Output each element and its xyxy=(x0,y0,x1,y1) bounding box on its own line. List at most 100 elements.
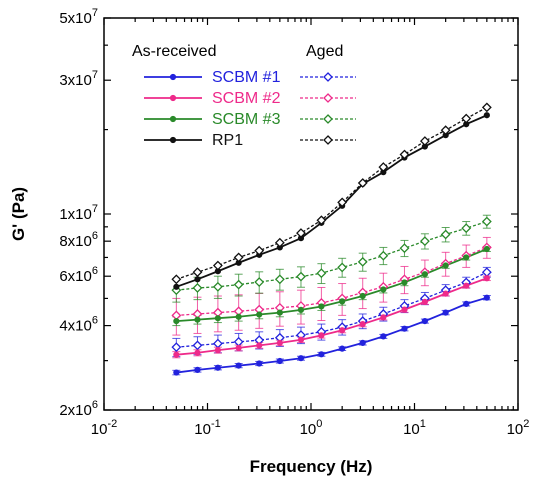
point-scbm-3-as-received xyxy=(214,315,221,322)
x-tick-label: 100 xyxy=(300,418,323,438)
y-tick-label: 6x106 xyxy=(59,265,98,285)
point-scbm-3-aged xyxy=(357,256,368,267)
x-tick-label: 10-1 xyxy=(194,418,220,438)
series-line-scbm-2-as-received xyxy=(176,277,488,356)
y-tick-label: 3x107 xyxy=(59,69,98,89)
point-scbm-2-as-received xyxy=(235,344,242,352)
point-rp1-aged xyxy=(192,267,203,278)
point-scbm-3-as-received xyxy=(256,311,263,318)
point-scbm-1-aged xyxy=(171,342,182,353)
point-scbm-2-as-received xyxy=(442,290,449,297)
point-scbm-3-as-received xyxy=(380,286,387,293)
legend-marker-rp1-as-received xyxy=(169,136,177,144)
point-scbm-3-aged xyxy=(337,262,348,273)
point-scbm-2-as-received xyxy=(401,306,408,313)
point-rp1-aged xyxy=(296,228,306,238)
point-scbm-3-as-received xyxy=(463,254,470,261)
point-scbm-3-as-received xyxy=(276,309,283,316)
point-rp1-as-received xyxy=(483,112,490,119)
legend-rows: SCBM #1 SCBM #2 SCBM #3 RP1 xyxy=(144,69,356,149)
point-scbm-1-as-received xyxy=(194,366,201,373)
point-scbm-3-aged xyxy=(233,279,244,290)
series-line-rp1-as-received xyxy=(176,114,488,288)
point-scbm-3-aged xyxy=(399,243,410,254)
point-scbm-3-as-received xyxy=(173,318,180,325)
legend-marker-scbm-3-as-received xyxy=(169,115,177,123)
legend-label-rp1: RP1 xyxy=(212,132,243,149)
legend-marker-scbm-2-as-received xyxy=(169,94,177,102)
x-tick-label: 10-2 xyxy=(91,418,117,438)
series-line-scbm-1-aged xyxy=(176,271,488,348)
series-line-scbm-3-aged xyxy=(176,220,488,291)
point-scbm-2-as-received xyxy=(194,349,201,356)
y-tick-label: 4x106 xyxy=(59,315,98,335)
y-tick-label: 5x107 xyxy=(59,7,98,27)
point-scbm-3-aged xyxy=(212,281,223,292)
point-scbm-1-as-received xyxy=(256,360,263,367)
series-line-scbm-2-aged xyxy=(176,246,488,317)
point-scbm-1-as-received xyxy=(214,364,221,371)
point-scbm-3-aged xyxy=(461,223,472,234)
legend-label-scbm-3: SCBM #3 xyxy=(212,111,281,128)
point-rp1-aged xyxy=(461,113,472,124)
point-scbm-1-as-received xyxy=(173,369,180,376)
point-scbm-2-as-received xyxy=(214,347,221,354)
point-scbm-3-aged xyxy=(378,250,389,261)
legend-marker-scbm-3-aged xyxy=(323,114,333,124)
point-scbm-1-as-received xyxy=(401,325,408,332)
point-scbm-3-aged xyxy=(192,282,203,293)
legend: As-received Aged SCBM #1 SCBM #2 SCBM #3 RP… xyxy=(132,43,356,149)
y-axis-title: G' (Pa) xyxy=(9,187,28,241)
point-scbm-3-aged xyxy=(440,229,451,240)
point-scbm-2-as-received xyxy=(483,275,490,282)
point-scbm-2-as-received xyxy=(297,336,305,343)
point-scbm-2-as-received xyxy=(339,327,346,334)
point-scbm-3-as-received xyxy=(401,279,408,286)
point-scbm-2-as-received xyxy=(318,332,325,339)
point-scbm-2-as-received xyxy=(421,298,428,305)
point-scbm-3-as-received xyxy=(235,313,242,320)
point-rp1-as-received xyxy=(194,276,201,283)
x-tick-labels: 10-2 10-1 100 101 102 xyxy=(91,418,530,438)
point-scbm-3-aged xyxy=(274,274,285,285)
point-scbm-1-as-received xyxy=(359,339,366,346)
legend-marker-scbm-2-aged xyxy=(323,93,333,103)
point-scbm-1-as-received xyxy=(276,357,283,365)
x-tick-label: 101 xyxy=(403,418,426,438)
legend-label-scbm-2: SCBM #2 xyxy=(212,90,281,107)
series-line-rp1-aged xyxy=(176,106,488,280)
point-scbm-1-as-received xyxy=(339,345,346,352)
point-scbm-2-as-received xyxy=(463,282,470,289)
legend-label-scbm-1: SCBM #1 xyxy=(212,69,281,86)
point-rp1-as-received xyxy=(173,283,180,290)
point-scbm-3-as-received xyxy=(483,245,490,253)
point-scbm-3-as-received xyxy=(421,271,428,278)
legend-marker-scbm-1-aged xyxy=(323,72,333,82)
point-scbm-2-as-received xyxy=(276,339,283,346)
legend-marker-scbm-1-as-received xyxy=(169,73,177,81)
point-scbm-1-as-received xyxy=(318,351,325,358)
point-rp1-aged xyxy=(440,125,451,136)
x-axis-title: Frequency (Hz) xyxy=(250,457,373,476)
point-scbm-1-as-received xyxy=(235,362,242,369)
point-scbm-2-as-received xyxy=(256,342,263,349)
series-markers xyxy=(171,102,492,376)
point-scbm-1-as-received xyxy=(463,300,470,307)
series-line-scbm-3-as-received xyxy=(176,248,488,323)
point-scbm-3-as-received xyxy=(318,303,325,310)
point-scbm-1-aged xyxy=(192,340,203,351)
legend-header-aged: Aged xyxy=(306,43,343,60)
point-scbm-1-as-received xyxy=(483,294,490,301)
series-lines xyxy=(176,106,488,374)
point-scbm-3-as-received xyxy=(297,306,305,313)
point-scbm-3-aged xyxy=(254,277,265,287)
point-scbm-3-as-received xyxy=(339,298,346,305)
point-rp1-aged xyxy=(274,237,285,248)
point-scbm-2-as-received xyxy=(173,351,180,358)
y-tick-label: 1x107 xyxy=(59,203,98,223)
point-rp1-aged xyxy=(481,102,492,113)
point-scbm-1-as-received xyxy=(421,318,428,325)
point-scbm-3-aged xyxy=(296,271,306,282)
